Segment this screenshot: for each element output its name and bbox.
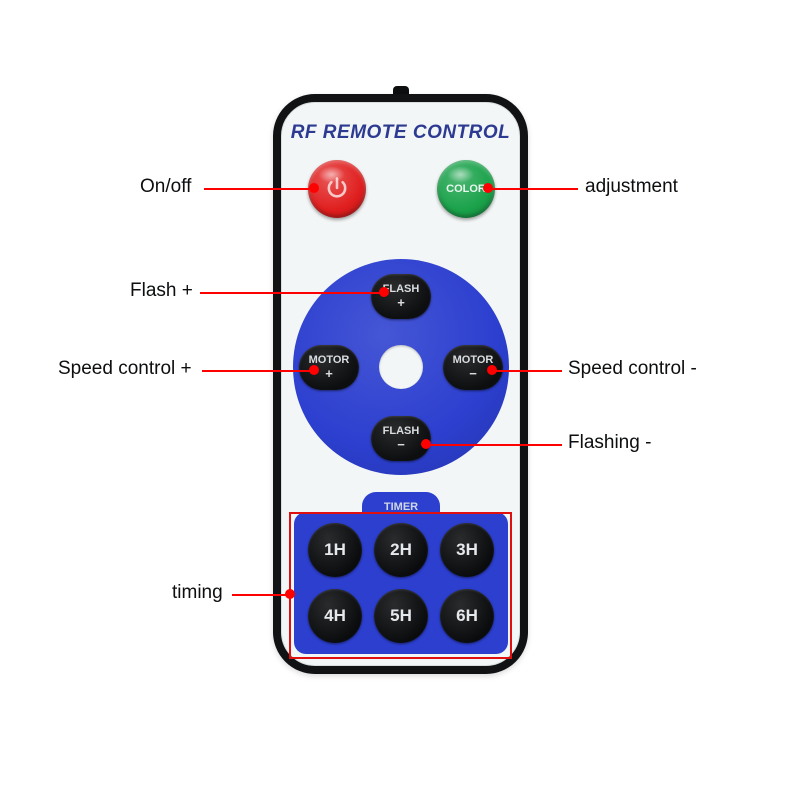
callout-line xyxy=(204,188,314,190)
callout-line xyxy=(426,444,562,446)
callout-label: On/off xyxy=(140,176,191,198)
remote-title-label: RF REMOTE CONTROL xyxy=(281,122,520,144)
callout-line xyxy=(492,370,562,372)
callout-label: Speed control + xyxy=(58,358,192,380)
color-button-label: COLOR xyxy=(446,184,486,195)
callout-label: Flash + xyxy=(130,280,193,302)
callout-label: Speed control - xyxy=(568,358,697,380)
callout-dot xyxy=(309,365,319,375)
callout-dot xyxy=(421,439,431,449)
flash-minus-sub: − xyxy=(397,438,405,451)
callout-label: adjustment xyxy=(585,176,678,198)
power-icon xyxy=(323,175,351,203)
motor-minus-label: MOTOR xyxy=(453,355,494,366)
callout-line xyxy=(200,292,384,294)
callout-dot xyxy=(309,183,319,193)
callout-label: Flashing - xyxy=(568,432,651,454)
motor-plus-label: MOTOR xyxy=(309,355,350,366)
callout-line xyxy=(202,370,314,372)
dpad-center-hole xyxy=(379,345,423,389)
flash-minus-label: FLASH xyxy=(383,426,420,437)
callout-dot xyxy=(483,183,493,193)
flash-minus-button[interactable]: FLASH − xyxy=(371,416,431,461)
callout-dot xyxy=(379,287,389,297)
flash-plus-sub: + xyxy=(397,296,405,309)
diagram-stage: RF REMOTE CONTROL COLOR FLASH + FLASH − … xyxy=(0,0,800,800)
motor-plus-sub: + xyxy=(325,367,333,380)
callout-dot xyxy=(487,365,497,375)
motor-minus-sub: − xyxy=(469,367,477,380)
callout-dot xyxy=(285,589,295,599)
timer-highlight-box xyxy=(289,512,512,659)
motor-plus-button[interactable]: MOTOR + xyxy=(299,345,359,390)
callout-label: timing xyxy=(172,582,223,604)
callout-line xyxy=(232,594,290,596)
callout-line xyxy=(490,188,578,190)
